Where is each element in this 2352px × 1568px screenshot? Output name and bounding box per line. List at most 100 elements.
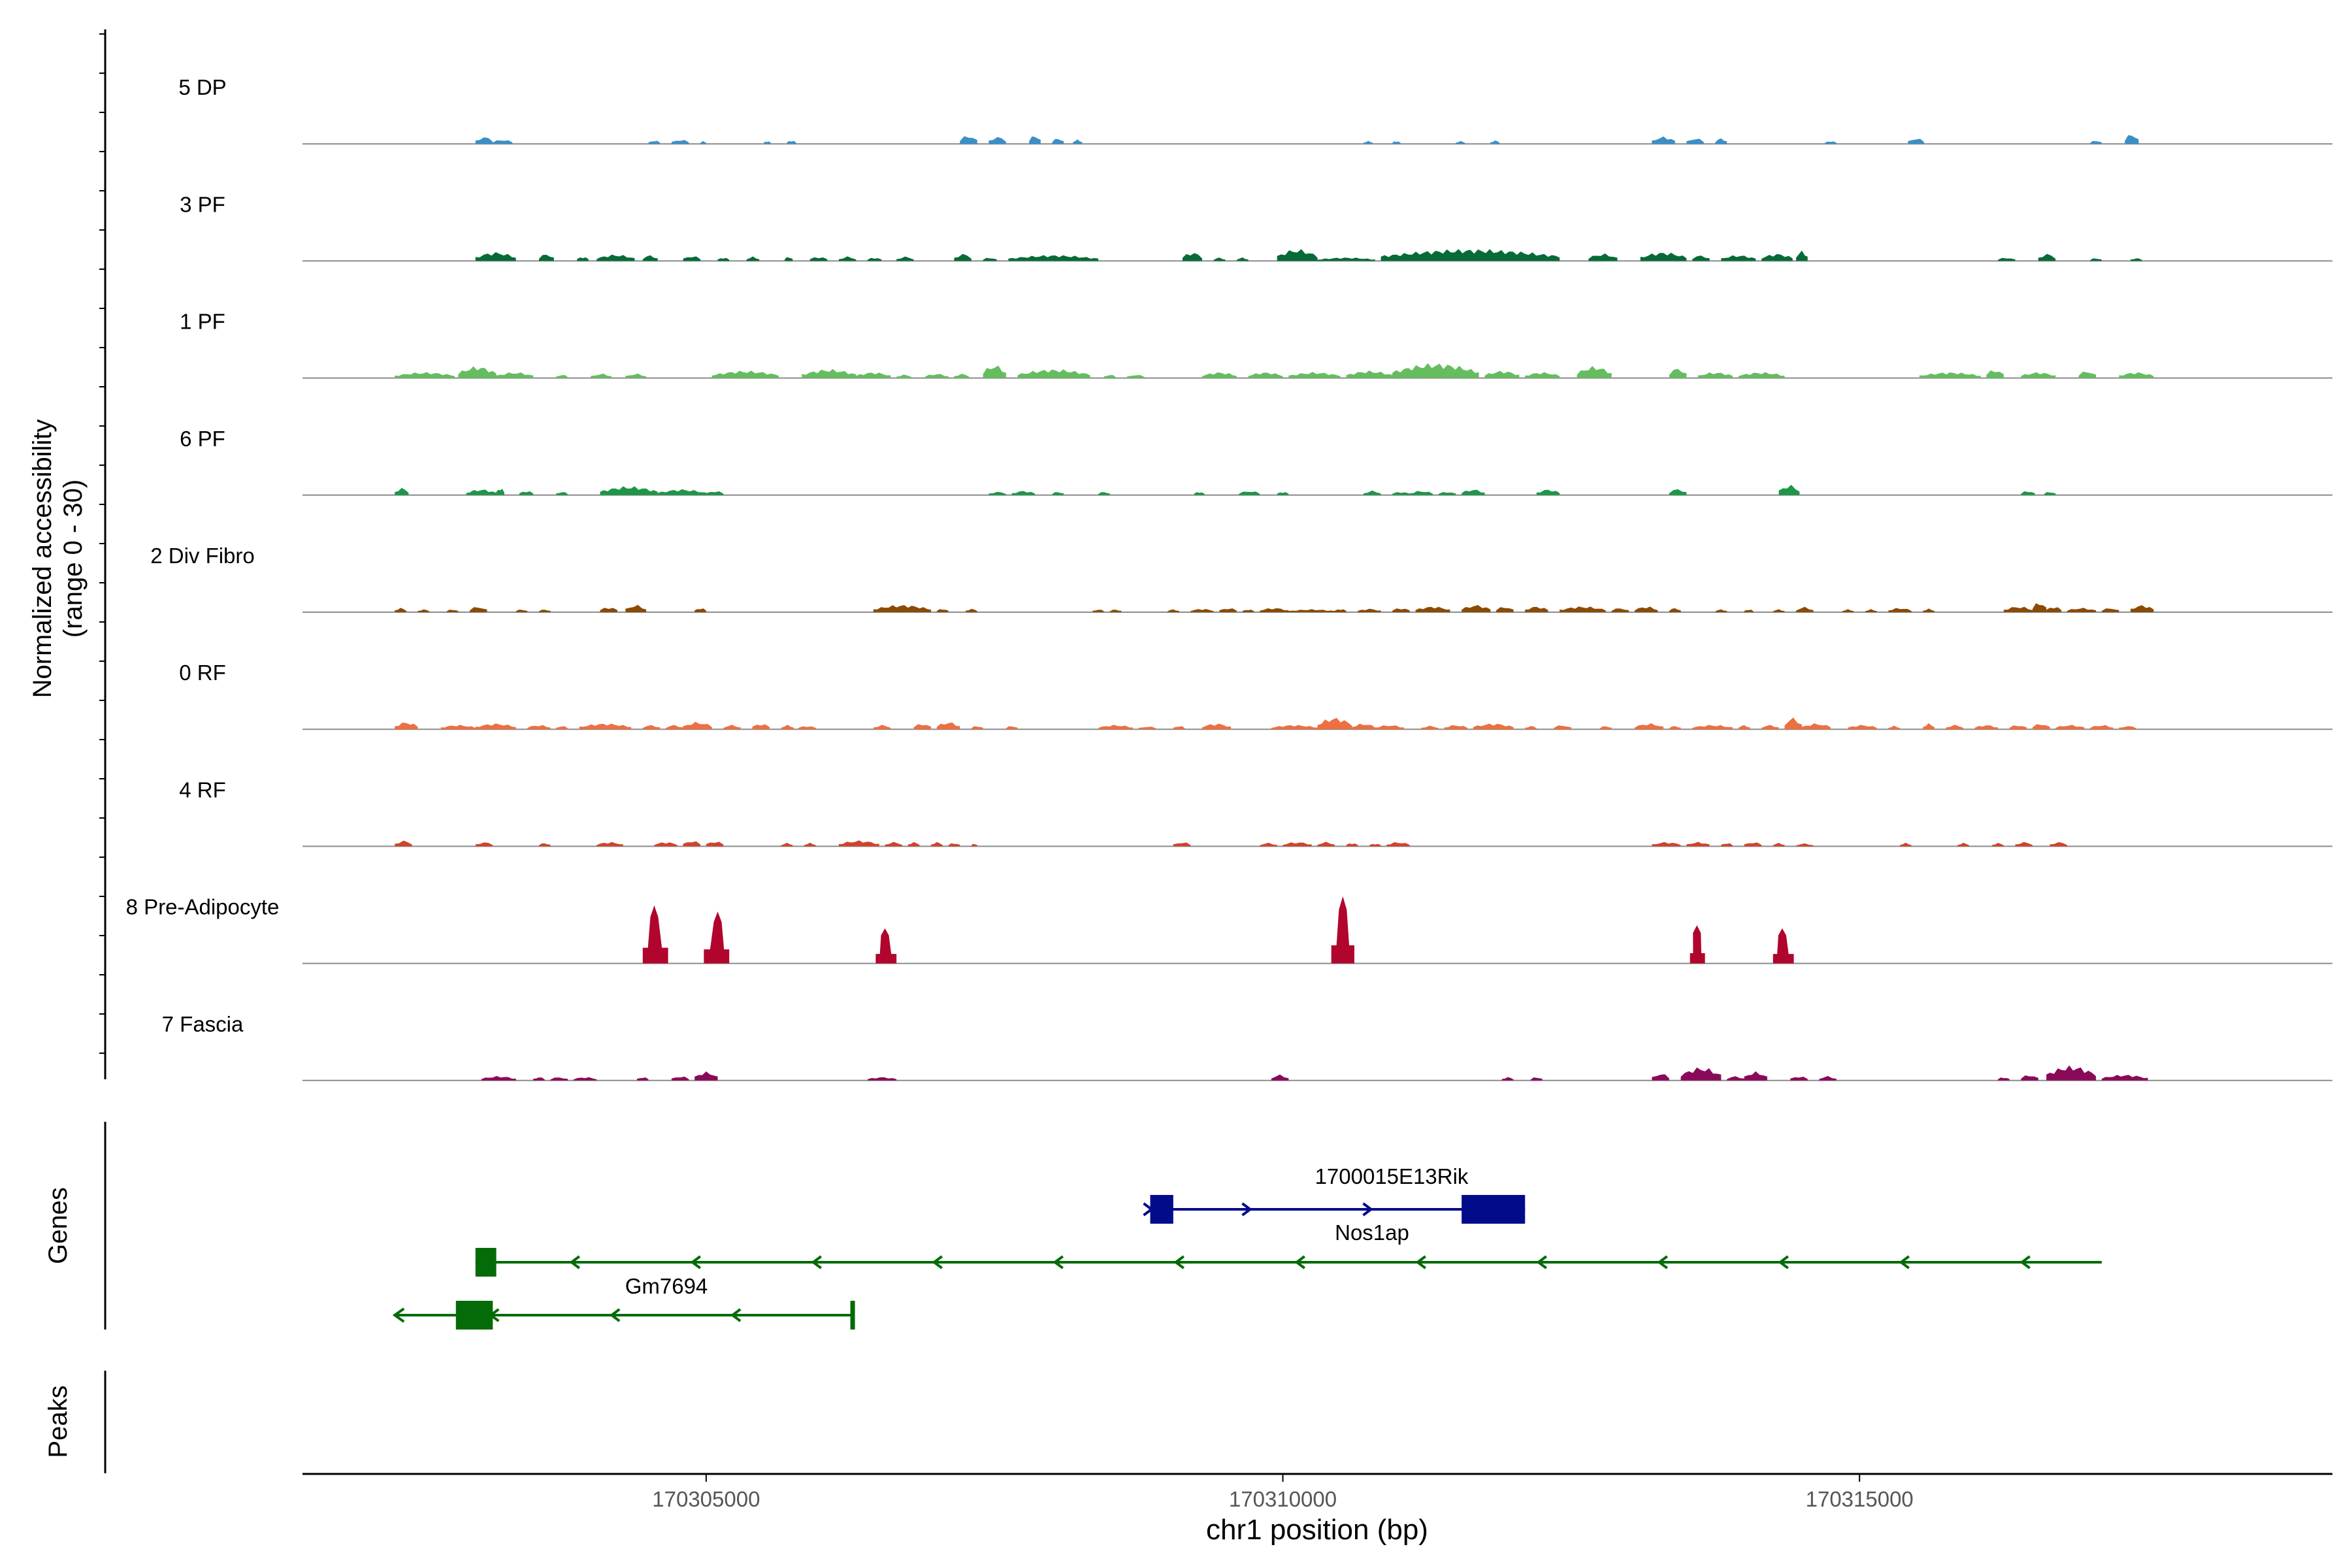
track-label: 8 Pre-Adipocyte [126,895,280,919]
coverage-area [706,841,724,847]
coverage-area [1369,843,1381,847]
coverage-area [1986,370,2004,378]
coverage-area [948,843,960,847]
coverage-area [1923,608,1935,612]
coverage-area [1168,609,1179,612]
tracks-y-ticks [99,33,105,1054]
coverage-area [556,375,568,378]
coverage-area [1536,489,1560,495]
coverage-area [1772,609,1785,612]
coverage-area [446,610,459,612]
track-1-pf: 1 PF [180,310,2332,379]
strand-arrow [1536,1255,1547,1269]
coverage-area [1686,139,1704,144]
coverage-area [466,489,497,495]
track-label: 2 Div Fibro [150,544,255,568]
coverage-tracks: 5 DP 3 PF 1 PF 6 PF 2 Div Fibro 0 RF 4 RF 8 Pre… [126,75,2332,1081]
coverage-area [1796,250,1808,261]
coverage-area [1796,843,1814,847]
coverage-area [907,841,920,847]
coverage-area [1260,842,1277,847]
coverage-area [1525,726,1537,730]
coverage-area [458,366,497,378]
coverage-area [787,140,796,144]
coverage-peak [1331,896,1354,964]
gene-gm7694: Gm7694 [392,1274,855,1330]
coverage-area [683,841,701,847]
x-tick-label: 170315000 [1806,1487,1914,1511]
coverage-area [1738,372,1785,378]
strand-arrow [690,1255,701,1269]
coverage-area [2046,607,2062,612]
coverage-area [625,373,647,378]
coverage-area [657,489,706,495]
coverage-area [1352,723,1375,730]
coverage-area [838,840,879,847]
coverage-area [395,840,412,847]
coverage-area [2044,492,2056,495]
coverage-area [1444,725,1467,730]
coverage-area [2033,724,2050,730]
coverage-area [1239,491,1260,495]
coverage-area [1409,491,1433,495]
coverage-area [1848,725,1877,730]
coverage-area [1744,1071,1767,1081]
coverage-area [1761,725,1779,730]
coverage-area [1317,717,1352,730]
coverage-area [885,841,902,847]
track-label: 3 PF [180,192,225,216]
coverage-area [1173,842,1191,847]
coverage-area [515,610,528,612]
coverage-area [1364,490,1381,495]
coverage-peak [875,928,897,964]
coverage-area [1242,610,1254,612]
coverage-area [636,1077,649,1081]
strand-arrow [730,1308,742,1322]
coverage-area [642,725,661,730]
gene-annotations: 1700015E13Rik Nos1ap Gm7694 [392,1164,2102,1330]
coverage-area [1715,138,1727,144]
strand-arrow [811,1255,822,1269]
coverage-area [752,724,770,730]
coverage-area [1992,843,2004,847]
coverage-area [2055,725,2085,730]
coverage-area [1669,726,1681,730]
coverage-area [527,725,551,730]
coverage-area [2021,491,2035,495]
coverage-area [1908,139,1925,144]
x-tick-label: 170305000 [652,1487,760,1511]
y-axis-title-line1: Normalized accessibility [28,419,57,698]
coverage-area [1473,723,1514,730]
coverage-area [1490,140,1500,144]
track-label: 7 Fascia [162,1012,244,1036]
coverage-area [1271,725,1318,730]
coverage-peak [1690,925,1705,964]
coverage-area [960,136,977,144]
coverage-area [1790,1077,1808,1081]
exon [455,1301,493,1330]
coverage-area [1784,717,1802,730]
coverage-area [2003,606,2033,612]
coverage-area [2131,605,2154,612]
coverage-area [1865,609,1877,612]
coverage-area [1923,723,1935,730]
coverage-area [1462,605,1491,612]
coverage-area [550,1077,568,1081]
coverage-area [1415,606,1450,612]
coverage-peak [1772,928,1794,964]
coverage-area [1029,136,1041,144]
coverage-area [1554,725,1571,730]
coverage-area [475,252,516,261]
coverage-area [896,374,912,378]
coverage-area [1974,725,1999,730]
coverage-area [700,140,706,144]
coverage-area [1796,606,1814,612]
coverage-area [1634,723,1664,730]
coverage-area [1899,842,1912,847]
coverage-area [538,610,551,612]
coverage-area [573,1077,597,1081]
coverage-area [1692,725,1733,730]
coverage-area [1017,369,1090,378]
coverage-area [1248,372,1283,378]
